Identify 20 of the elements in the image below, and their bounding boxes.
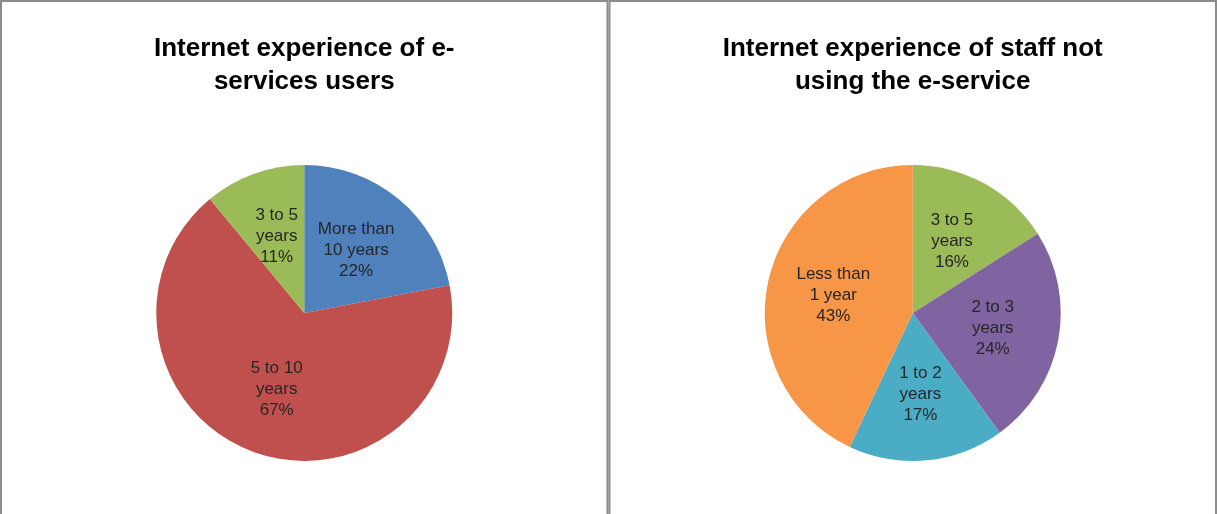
slice-label: 3 to 5 years xyxy=(255,204,298,245)
pie-slice xyxy=(156,198,452,461)
data-label: 24% xyxy=(975,338,1010,358)
data-label: 16% xyxy=(934,252,969,272)
slice-label: 5 to 10 years xyxy=(250,358,303,399)
chart-title: Internet experience of e- services users xyxy=(153,32,455,95)
pie-slice xyxy=(304,165,450,313)
slice-label: 2 to 3 years xyxy=(971,296,1014,337)
chart-title: Internet experience of staff not using the e-service xyxy=(722,32,1104,95)
slice-label: Less than 1 year xyxy=(796,263,871,304)
pie-slice xyxy=(209,165,305,313)
slice-label: More than 10 years xyxy=(317,218,395,259)
data-label: 67% xyxy=(259,400,294,420)
pie-slice xyxy=(912,165,1038,313)
data-label: 11% xyxy=(260,246,294,266)
slice-label: 3 to 5 years xyxy=(930,210,974,251)
data-label: 17% xyxy=(903,404,938,424)
data-label: 22% xyxy=(339,260,374,280)
data-label: 43% xyxy=(816,305,851,325)
slice-label: 1 to 2 years xyxy=(899,362,942,403)
